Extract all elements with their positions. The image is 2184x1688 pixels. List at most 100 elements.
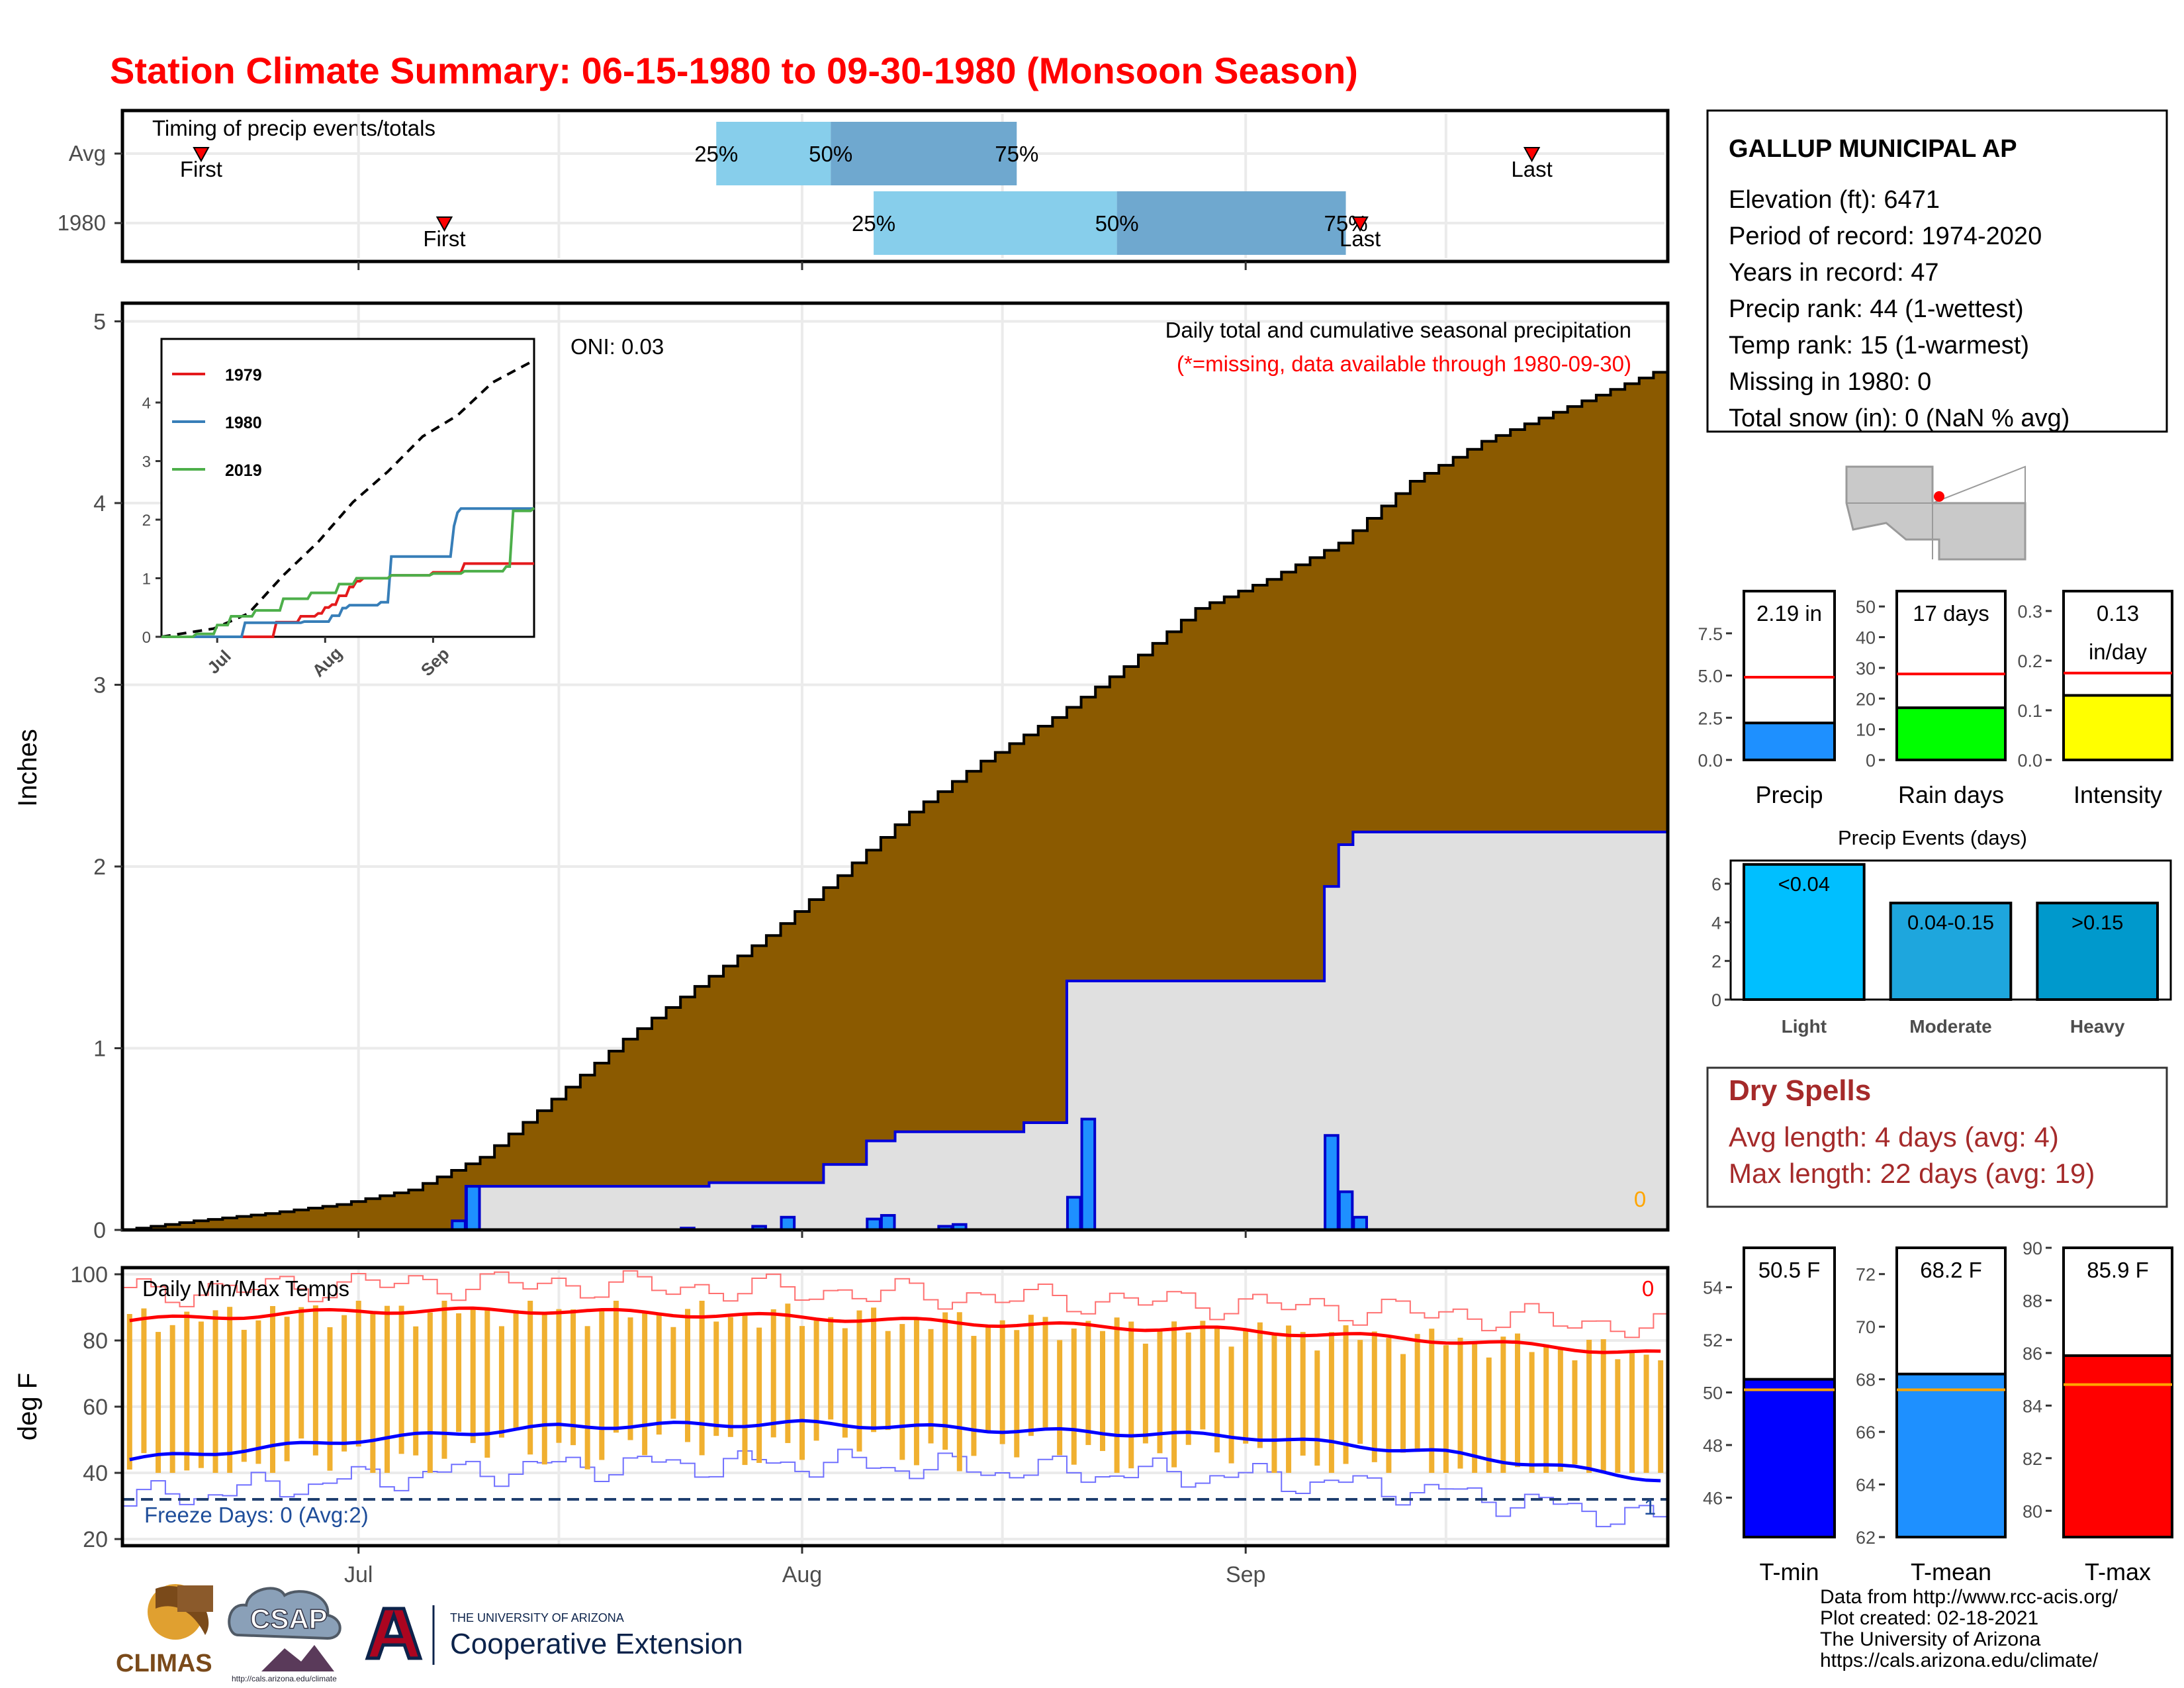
daily-temp-bar — [184, 1311, 190, 1471]
tmax-panel: 80 82 84 86 88 90 85.9 F T-max — [2023, 1239, 2173, 1585]
precip-y-tick-label-1: 1 — [93, 1036, 106, 1061]
small-tmean-y-tick-label-3: 68 — [1856, 1370, 1876, 1390]
freeze-days-label: Freeze Days: 0 (Avg:2) — [144, 1503, 369, 1527]
events-y-tick-label-3: 6 — [1711, 874, 1721, 894]
precip-total-panel: 0.0 2.5 5.0 7.5 2.19 in Precip — [1698, 590, 1836, 808]
inset-legend-label-1980: 1980 — [225, 414, 262, 432]
daily-temp-bar — [1028, 1315, 1034, 1436]
climas-logo-text: CLIMAS — [116, 1650, 212, 1677]
daily-temp-bar — [942, 1312, 948, 1450]
daily-temp-bar — [1271, 1335, 1277, 1473]
precip-ylabel: Inches — [13, 729, 42, 807]
daily-precip-bar — [1352, 1215, 1368, 1231]
daily-temp-bar — [126, 1314, 132, 1470]
small-tmax-y-tick-label-5: 90 — [2023, 1239, 2042, 1258]
events-y-tick-label-1: 2 — [1711, 952, 1721, 972]
small-tmin-y-tick-label-1: 48 — [1703, 1436, 1723, 1456]
daily-temp-bar — [1328, 1332, 1334, 1473]
daily-precip-bar — [880, 1214, 896, 1231]
small-intensity-value-label-0: 0.13 — [2097, 601, 2139, 626]
precip-events-panel: Precip Events (days) 0 2 4 6 <0.04 Light 0.04-… — [1711, 826, 2172, 1037]
events-category-label-1: Moderate — [1909, 1016, 1991, 1037]
record-low-line — [122, 1448, 1668, 1528]
events-y-tick-label-0: 0 — [1711, 990, 1721, 1010]
small-tmax-y-tick-label-0: 80 — [2023, 1501, 2042, 1521]
small-tmean-y-tick-label-0: 62 — [1856, 1528, 1876, 1548]
small-tmean-y-tick-label-4: 70 — [1856, 1317, 1876, 1337]
daily-temp-bar — [770, 1309, 776, 1438]
daily-temp-bar — [156, 1332, 161, 1473]
precip-y-tick-label-5: 5 — [93, 309, 106, 334]
timing-q50-q75-band — [1116, 191, 1346, 255]
daily-temp-bar — [227, 1307, 233, 1473]
temp-x-tick-label-1: Aug — [782, 1562, 823, 1587]
daily-temp-bar — [1057, 1340, 1063, 1456]
events-bar-label-1: 0.04-0.15 — [1907, 911, 1994, 934]
small-precip-value-bar — [1743, 722, 1836, 762]
small-intensity-value-label-1: in/day — [2089, 639, 2148, 664]
daily-temp-bar — [427, 1312, 433, 1473]
small-precip-y-tick-label-0: 0.0 — [1698, 751, 1723, 771]
csap-logo-text: CSAP — [250, 1603, 328, 1634]
daily-temp-bar — [498, 1326, 504, 1438]
timing-last-marker — [1523, 147, 1541, 163]
daily-temp-bar — [312, 1305, 318, 1456]
daily-temp-bar — [1085, 1321, 1091, 1445]
daily-temp-bar — [1214, 1326, 1220, 1453]
events-bar-moderate — [1889, 902, 2013, 1001]
timing-first-marker — [193, 147, 210, 163]
station-name: GALLUP MUNICIPAL AP — [1729, 135, 2017, 163]
temperature-panel: Jul Aug Sep 20 40 60 80 100 Daily Min/Max Temps… — [13, 1262, 1670, 1587]
daily-temp-bar — [1257, 1322, 1263, 1448]
daily-temp-bar — [1486, 1357, 1492, 1473]
small-intensity-y-tick-label-3: 0.3 — [2017, 602, 2042, 622]
timing-first-label: First — [423, 226, 465, 251]
timing-q50-q75-band — [831, 122, 1017, 185]
daily-temp-bar — [1286, 1325, 1292, 1473]
timing-q25-label: 25% — [852, 211, 895, 236]
small-tmean-y-tick-label-1: 64 — [1856, 1476, 1876, 1495]
inset-y-tick-label-4: 4 — [142, 395, 151, 412]
footer-line-4: https://cals.arizona.edu/climate/ — [1820, 1650, 2099, 1671]
daily-precip-bar — [1324, 1134, 1340, 1231]
daily-temp-bar — [370, 1313, 376, 1473]
daily-temp-bar — [1643, 1354, 1649, 1473]
daily-temp-bar — [885, 1331, 891, 1430]
precip-y-tick-label-4: 4 — [93, 491, 106, 516]
page-title: Station Climate Summary: 06-15-1980 to 0… — [110, 50, 1358, 91]
small-tmin-value-label-0: 50.5 F — [1758, 1258, 1821, 1282]
temp-x-tick-label-0: Jul — [344, 1562, 373, 1587]
daily-temp-bar — [541, 1314, 547, 1465]
daily-temp-bar — [1157, 1329, 1163, 1454]
temps-ylabel: deg F — [13, 1373, 42, 1440]
tmin-panel: 46 48 50 52 54 50.5 F T-min — [1703, 1246, 1836, 1585]
station-info-line-6: Total snow (in): 0 (NaN % avg) — [1729, 404, 2070, 432]
small-tmin-y-tick-label-3: 52 — [1703, 1331, 1723, 1350]
ua-logo-bottom: Cooperative Extension — [450, 1628, 743, 1660]
location-map — [1842, 461, 2032, 565]
daily-temp-bar — [956, 1312, 962, 1472]
daily-temp-bar — [1300, 1332, 1306, 1456]
daily-temp-bar — [198, 1321, 204, 1468]
events-category-label-2: Heavy — [2070, 1016, 2125, 1037]
csap-logo: CSAP http://cals.arizona.edu/climate — [228, 1587, 341, 1683]
daily-temp-bar — [899, 1324, 905, 1460]
intensity-panel: 0.0 0.1 0.2 0.3 0.13 in/day Intensity — [2017, 590, 2173, 808]
daily-temp-bar — [813, 1320, 819, 1441]
daily-temp-bar — [1142, 1343, 1148, 1444]
events-bar-label-2: >0.15 — [2071, 911, 2123, 934]
timing-q75-label: 75% — [995, 142, 1038, 166]
small-tmean-y-tick-label-2: 66 — [1856, 1423, 1876, 1442]
small-intensity-y-tick-label-1: 0.1 — [2017, 701, 2042, 721]
small-raindays-y-tick-label-1: 10 — [1856, 720, 1876, 740]
small-intensity-y-tick-label-2: 0.2 — [2017, 651, 2042, 671]
timing-q25-label: 25% — [694, 142, 738, 166]
daily-temp-bar — [1386, 1338, 1392, 1473]
daily-temp-bar — [470, 1307, 476, 1443]
daily-temp-bar — [1243, 1330, 1249, 1444]
footer-line-3: The University of Arizona — [1820, 1628, 2041, 1650]
station-info-frame — [1706, 109, 2168, 433]
daily-temp-bar — [642, 1313, 648, 1456]
